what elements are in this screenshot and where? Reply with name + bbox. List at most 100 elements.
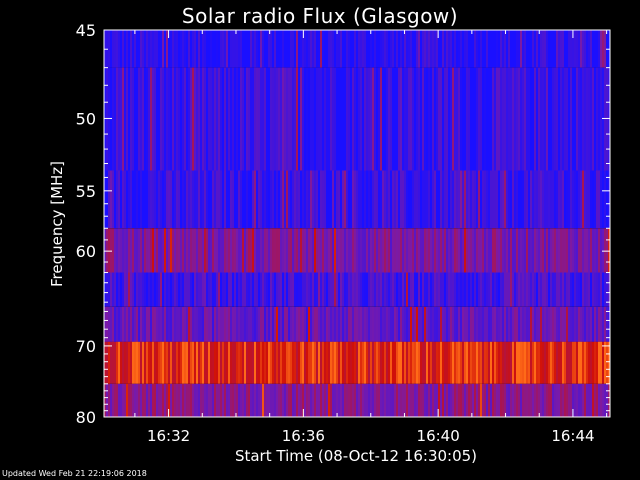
heatmap-cell (490, 383, 492, 417)
heatmap-cell (288, 306, 290, 342)
heatmap-cell (232, 30, 234, 68)
heatmap-cell (290, 30, 292, 68)
heatmap-cell (350, 67, 352, 171)
heatmap-cell (546, 228, 548, 273)
heatmap-cell (296, 306, 298, 342)
heatmap-cell (600, 30, 602, 68)
heatmap-cell (248, 383, 250, 417)
heatmap-cell (314, 306, 316, 342)
heatmap-cell (524, 272, 526, 307)
heatmap-cell (134, 228, 136, 273)
heatmap-cell (264, 228, 266, 273)
heatmap-cell (274, 341, 276, 384)
heatmap-cell (406, 383, 408, 417)
heatmap-cell (186, 272, 188, 307)
heatmap-cell (260, 341, 262, 384)
heatmap-cell (468, 341, 470, 384)
heatmap-cell (510, 30, 512, 68)
heatmap-cell (410, 30, 412, 68)
heatmap-cell (578, 272, 580, 307)
heatmap-cell (270, 170, 272, 229)
heatmap-cell (120, 272, 122, 307)
heatmap-cell (396, 67, 398, 171)
heatmap-cell (386, 67, 388, 171)
heatmap-cell (568, 341, 570, 384)
heatmap-cell (480, 306, 482, 342)
heatmap-cell (166, 228, 168, 273)
heatmap-cell (568, 383, 570, 417)
heatmap-cell (320, 306, 322, 342)
heatmap-cell (556, 228, 558, 273)
heatmap-cell (118, 272, 120, 307)
heatmap-cell (334, 383, 336, 417)
heatmap-cell (326, 341, 328, 384)
heatmap-cell (368, 272, 370, 307)
heatmap-cell (254, 306, 256, 342)
heatmap-cell (114, 306, 116, 342)
heatmap-cell (310, 228, 312, 273)
heatmap-cell (536, 67, 538, 171)
heatmap-cell (500, 383, 502, 417)
heatmap-cell (184, 228, 186, 273)
heatmap-cell (396, 341, 398, 384)
heatmap-cell (468, 383, 470, 417)
heatmap-cell (200, 272, 202, 307)
heatmap-cell (156, 228, 158, 273)
heatmap-cell (384, 228, 386, 273)
heatmap-cell (162, 170, 164, 229)
heatmap-cell (362, 306, 364, 342)
heatmap-cell (218, 341, 220, 384)
heatmap-cell (196, 272, 198, 307)
heatmap-cell (182, 67, 184, 171)
heatmap-cell (400, 228, 402, 273)
heatmap-cell (252, 383, 254, 417)
heatmap-cell (456, 228, 458, 273)
heatmap-cell (452, 67, 454, 171)
heatmap-cell (228, 67, 230, 171)
heatmap-cell (598, 30, 600, 68)
heatmap-cell (194, 341, 196, 384)
heatmap-cell (584, 30, 586, 68)
heatmap-cell (120, 170, 122, 229)
heatmap-cell (542, 170, 544, 229)
heatmap-cell (438, 383, 440, 417)
heatmap-cell (524, 170, 526, 229)
heatmap-cell (362, 272, 364, 307)
heatmap-cell (500, 67, 502, 171)
heatmap-cell (522, 228, 524, 273)
heatmap-cell (602, 306, 604, 342)
heatmap-cell (426, 341, 428, 384)
heatmap-cell (174, 170, 176, 229)
heatmap-cell (168, 383, 170, 417)
heatmap-cell (264, 341, 266, 384)
heatmap-cell (178, 170, 180, 229)
heatmap-cell (168, 272, 170, 307)
heatmap-cell (324, 170, 326, 229)
heatmap-cell (246, 341, 248, 384)
heatmap-cell (216, 383, 218, 417)
heatmap-cell (280, 306, 282, 342)
heatmap-cell (604, 383, 606, 417)
heatmap-cell (596, 170, 598, 229)
heatmap-cell (514, 170, 516, 229)
heatmap-cell (304, 383, 306, 417)
y-axis-label: Frequency [MHz] (48, 161, 66, 287)
heatmap-cell (586, 306, 588, 342)
heatmap-cell (320, 67, 322, 171)
heatmap-cell (542, 272, 544, 307)
heatmap-cell (316, 170, 318, 229)
heatmap-cell (336, 228, 338, 273)
heatmap-cell (242, 170, 244, 229)
heatmap-cell (186, 383, 188, 417)
heatmap-cell (478, 67, 480, 171)
heatmap-cell (238, 272, 240, 307)
heatmap-cell (540, 383, 542, 417)
heatmap-cell (426, 306, 428, 342)
heatmap-cell (220, 67, 222, 171)
heatmap-cell (112, 383, 114, 417)
heatmap-cell (370, 30, 372, 68)
heatmap-cell (136, 170, 138, 229)
heatmap-cell (366, 306, 368, 342)
heatmap-cell (492, 306, 494, 342)
heatmap-cell (366, 272, 368, 307)
